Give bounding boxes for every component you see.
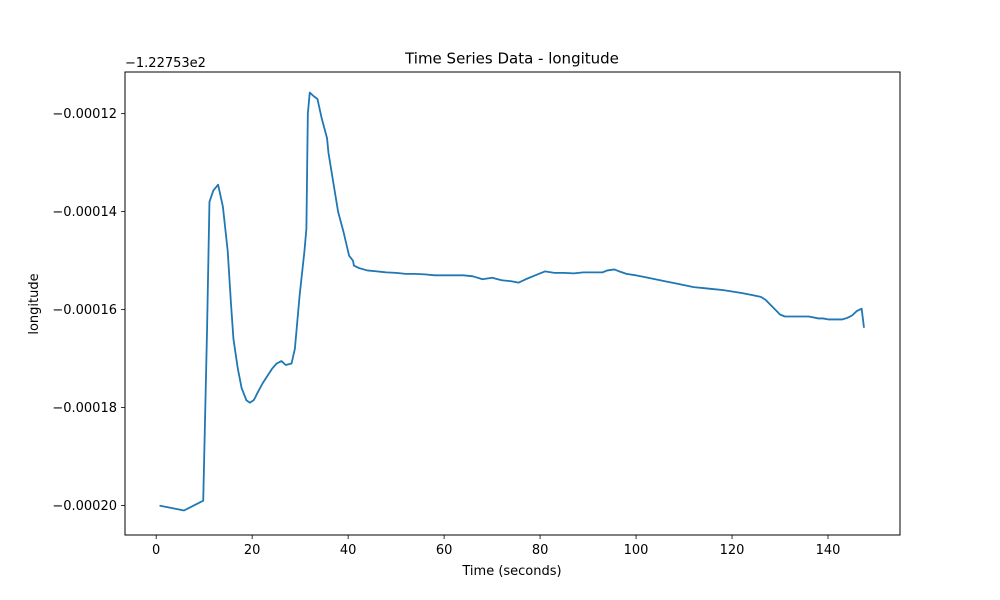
y-tick-label: −0.00018 <box>52 401 117 416</box>
y-axis-ticks: −0.00020 −0.00018 −0.00016 −0.00014 −0.00012 <box>52 107 125 514</box>
y-axis-label: longitude <box>27 273 42 334</box>
y-axis-offset-label: −1.22753e2 <box>125 56 206 71</box>
y-tick-label: −0.00020 <box>52 499 117 514</box>
x-tick-label: 100 <box>624 543 649 558</box>
x-tick-label: 40 <box>340 543 357 558</box>
series-line <box>159 91 865 512</box>
x-axis-label: Time (seconds) <box>461 564 561 579</box>
x-tick-label: 80 <box>532 543 549 558</box>
x-axis-ticks: 0 20 40 60 80 100 120 140 <box>152 535 840 558</box>
y-tick-label: −0.00012 <box>52 107 117 122</box>
x-tick-label: 140 <box>816 543 841 558</box>
x-tick-label: 0 <box>152 543 160 558</box>
plot-area-frame <box>124 71 901 536</box>
x-tick-label: 60 <box>436 543 453 558</box>
y-tick-label: −0.00014 <box>52 205 117 220</box>
x-tick-label: 120 <box>720 543 745 558</box>
chart-title: Time Series Data - longitude <box>404 50 619 68</box>
x-tick-label: 20 <box>244 543 261 558</box>
y-tick-label: −0.00016 <box>52 303 117 318</box>
